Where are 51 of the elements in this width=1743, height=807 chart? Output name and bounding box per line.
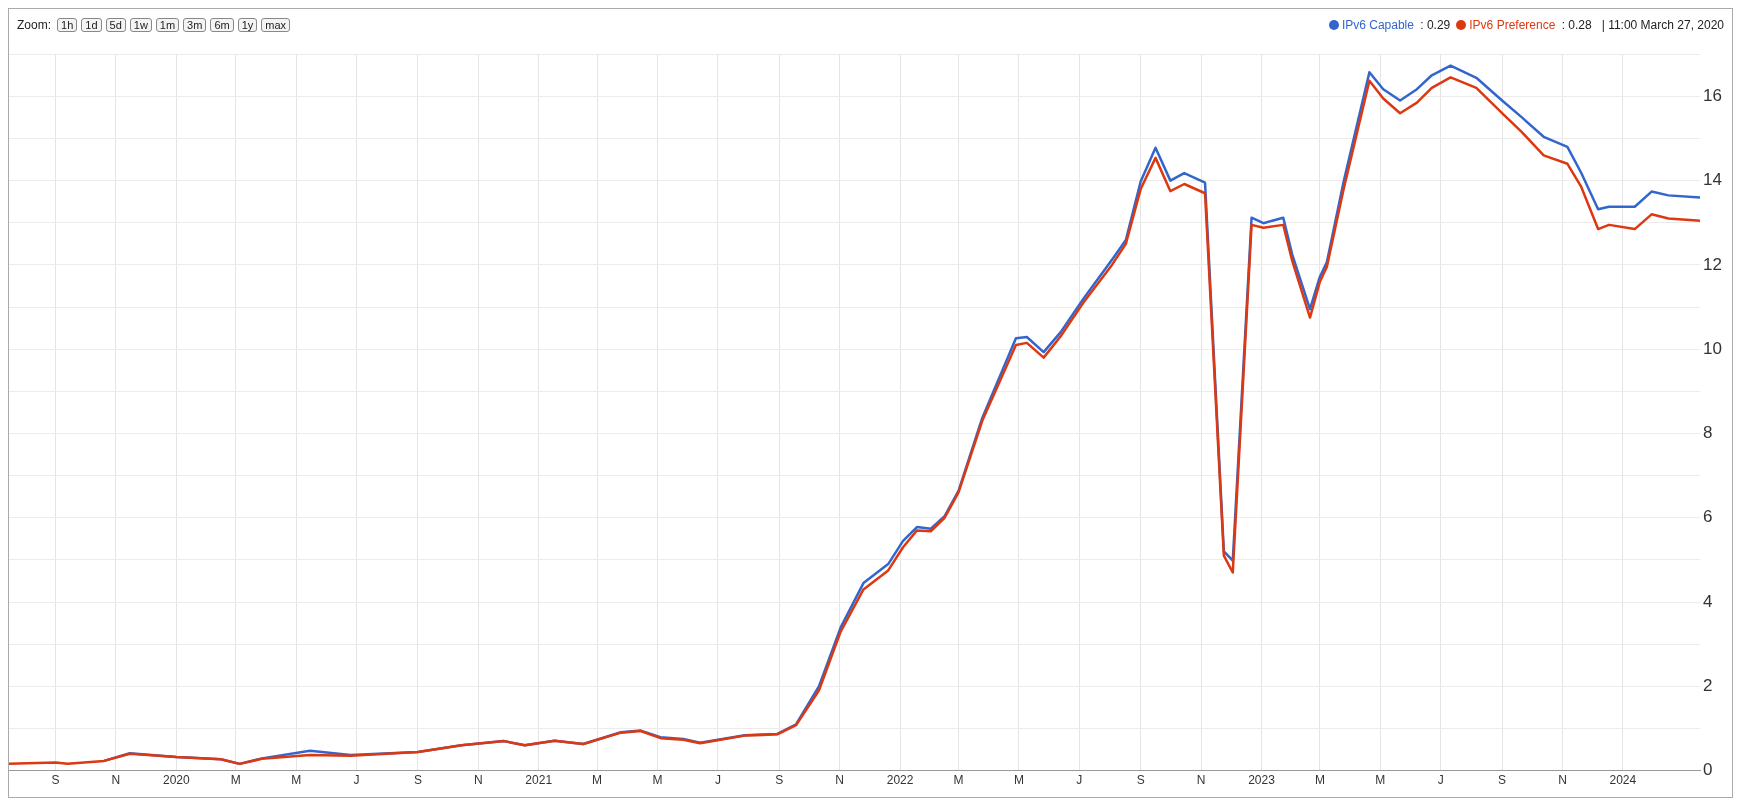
legend-label: IPv6 Preference: [1469, 18, 1556, 32]
x-tick-label: S: [413, 773, 422, 788]
y-tick-label: 10: [1703, 338, 1723, 358]
x-tick-label: S: [51, 773, 60, 788]
y-tick-label: 12: [1703, 254, 1723, 274]
x-tick-label: 2023: [1248, 773, 1276, 788]
x-tick-label: M: [1375, 773, 1386, 788]
text: 5d: [105, 18, 126, 32]
y-tick-label: 2: [1703, 676, 1713, 696]
y-tick-label: 4: [1703, 591, 1713, 611]
text: 1d: [81, 18, 102, 32]
y-tick-label: 6: [1703, 507, 1713, 527]
x-tick-label: M: [953, 773, 964, 788]
text: : 0.29: [1419, 18, 1451, 32]
x-tick-label: N: [111, 773, 121, 788]
text: : 0.28: [1560, 18, 1592, 32]
x-tick-label: 2022: [886, 773, 914, 788]
x-tick-label: J: [1437, 773, 1444, 788]
y-tick-label: 14: [1703, 170, 1723, 190]
x-tick-label: N: [1558, 773, 1567, 788]
y-tick-label: 0: [1703, 760, 1713, 780]
text: 3m: [183, 18, 207, 32]
text: 6m: [210, 18, 234, 32]
x-tick-label: S: [1136, 773, 1145, 788]
x-tick-label: 2020: [162, 773, 190, 788]
x-tick-label: J: [353, 773, 360, 788]
x-tick-label: 2024: [1609, 773, 1637, 788]
text: 1h: [57, 18, 78, 32]
x-tick-label: M: [652, 773, 663, 788]
x-tick-label: M: [1314, 773, 1325, 788]
x-tick-label: M: [592, 773, 603, 788]
x-tick-label: N: [835, 773, 845, 788]
x-tick-label: S: [775, 773, 784, 788]
x-tick-label: J: [714, 773, 721, 788]
x-tick-label: S: [1498, 773, 1507, 788]
x-tick-label: J: [1076, 773, 1083, 788]
y-tick-label: 16: [1703, 86, 1723, 106]
x-tick-label: N: [1196, 773, 1206, 788]
y-tick-label: 8: [1703, 423, 1713, 443]
x-tick-label: 2021: [525, 773, 553, 788]
x-tick-label: M: [230, 773, 241, 788]
text: 1w: [129, 18, 152, 32]
text: Zoom:: [17, 18, 52, 32]
text: 1m: [155, 18, 180, 32]
x-tick-label: M: [291, 773, 302, 788]
legend-label: IPv6 Capable: [1341, 18, 1414, 32]
x-tick-label: M: [1013, 773, 1024, 788]
text: max: [261, 18, 291, 32]
text: 1y: [237, 18, 258, 32]
text: | 11:00 March 27, 2020: [1601, 18, 1724, 32]
x-tick-label: N: [473, 773, 483, 788]
